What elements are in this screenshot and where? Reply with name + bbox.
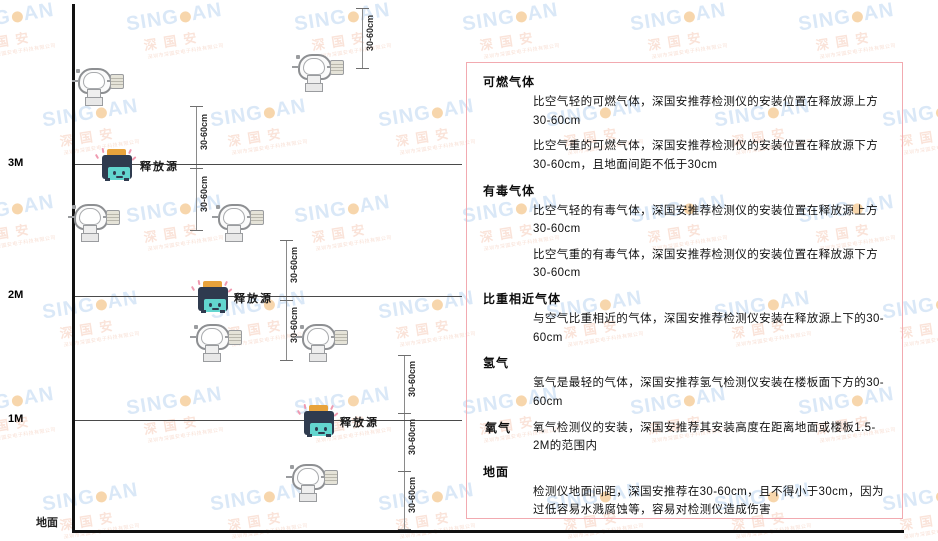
dimension-label: 30-60cm [199,114,209,151]
guideline-text: 比空气轻的有毒气体，深国安推荐检测仪的安装位置在释放源上方30-60cm [533,204,879,236]
dimension-line [286,240,287,300]
release-source-icon [94,147,137,182]
guideline-section-title: 氧气 [485,420,512,435]
gas-detector-icon [190,322,242,362]
guideline-section: 有毒气体比空气轻的有毒气体，深国安推荐检测仪的安装位置在释放源上方30-60cm… [481,182,888,284]
dimension-label: 30-60cm [407,477,417,514]
guideline-section-title: 地面 [483,464,510,479]
guideline-text: 与空气比重相近的气体，深国安推荐检测仪安装在释放源上下的30-60cm [533,313,885,344]
guideline-section-title: 氢气 [483,356,510,371]
guideline-section-title: 可燃气体 [483,75,536,89]
dimension-line [404,471,405,529]
release-source-label: 释放源 [340,417,379,429]
dimension-tick [280,240,293,241]
dimension-tick [280,300,293,301]
guideline-section: 比重相近气体与空气比重相近的气体，深国安推荐检测仪安装在释放源上下的30-60c… [481,290,888,347]
dimension-label: 30-60cm [407,419,417,456]
release-source-icon [296,403,339,438]
dimension-line [404,355,405,413]
level-label: 2M [8,289,24,301]
guideline-text: 比空气重的可燃气体，深国安推荐检测仪的安装位置在释放源下方30-60cm，且地面… [533,140,879,171]
dimension-tick [398,529,411,530]
dimension-label: 30-60cm [407,361,417,398]
dimension-tick [398,413,411,414]
level-line [72,164,462,165]
dimension-label: 30-60cm [365,15,375,52]
dimension-tick [190,168,203,169]
dimension-label: 30-60cm [199,176,209,213]
ground-label: 地面 [36,517,58,529]
gas-detector-icon [68,202,120,242]
guideline-section: 氧气 氧气检测仪的安装，深国安推荐其安装高度在距离地面或楼板1.5-2M的范围内 [481,419,888,456]
gas-detector-icon [292,52,344,92]
dimension-line [404,413,405,471]
guideline-section: 地面检测仪地面间距，深国安推荐在30-60cm，且不得小于30cm，因为过低容易… [481,463,888,520]
dimension-tick [190,230,203,231]
vertical-axis [72,4,75,532]
dimension-tick [356,68,369,69]
guideline-text: 氢气是最轻的气体，深国安推荐氢气检测仪安装在楼板面下方的30-60cm [533,377,885,408]
gas-detector-icon [212,202,264,242]
release-source-label: 释放源 [234,293,273,305]
guideline-section: 可燃气体比空气轻的可燃气体，深国安推荐检测仪的安装位置在释放源上方30-60cm… [481,73,888,175]
dimension-line [196,168,197,230]
dimension-line [286,300,287,360]
gas-detector-icon [296,322,348,362]
dimension-line [362,8,363,68]
dimension-tick [356,8,369,9]
level-label: 1M [8,413,24,425]
level-line [72,296,462,297]
dimension-line [196,106,197,168]
dimension-tick [398,355,411,356]
release-source-icon [190,279,233,314]
release-source-label: 释放源 [140,161,179,173]
dimension-tick [398,471,411,472]
gas-detector-icon [72,66,124,106]
guideline-section-title: 比重相近气体 [483,292,562,306]
dimension-tick [190,106,203,107]
guideline-text: 氧气检测仪的安装，深国安推荐其安装高度在距离地面或楼板1.5-2M的范围内 [533,421,876,453]
installation-guidelines-panel: 可燃气体比空气轻的可燃气体，深国安推荐检测仪的安装位置在释放源上方30-60cm… [466,62,903,519]
guideline-text: 检测仪地面间距，深国安推荐在30-60cm，且不得小于30cm，因为过低容易水溅… [533,485,884,517]
guideline-section: 氢气氢气是最轻的气体，深国安推荐氢气检测仪安装在楼板面下方的30-60cm [481,354,888,411]
guideline-text: 比空气重的有毒气体，深国安推荐检测仪的安装位置在释放源下方30-60cm [533,248,879,280]
guideline-text: 比空气轻的可燃气体，深国安推荐检测仪的安装位置在释放源上方30-60cm [533,96,879,127]
guideline-section-title: 有毒气体 [483,183,536,198]
ground-axis [72,530,904,533]
level-line [72,420,462,421]
level-label: 3M [8,157,24,169]
dimension-label: 30-60cm [289,247,299,284]
gas-detector-icon [286,462,338,502]
dimension-tick [280,360,293,361]
